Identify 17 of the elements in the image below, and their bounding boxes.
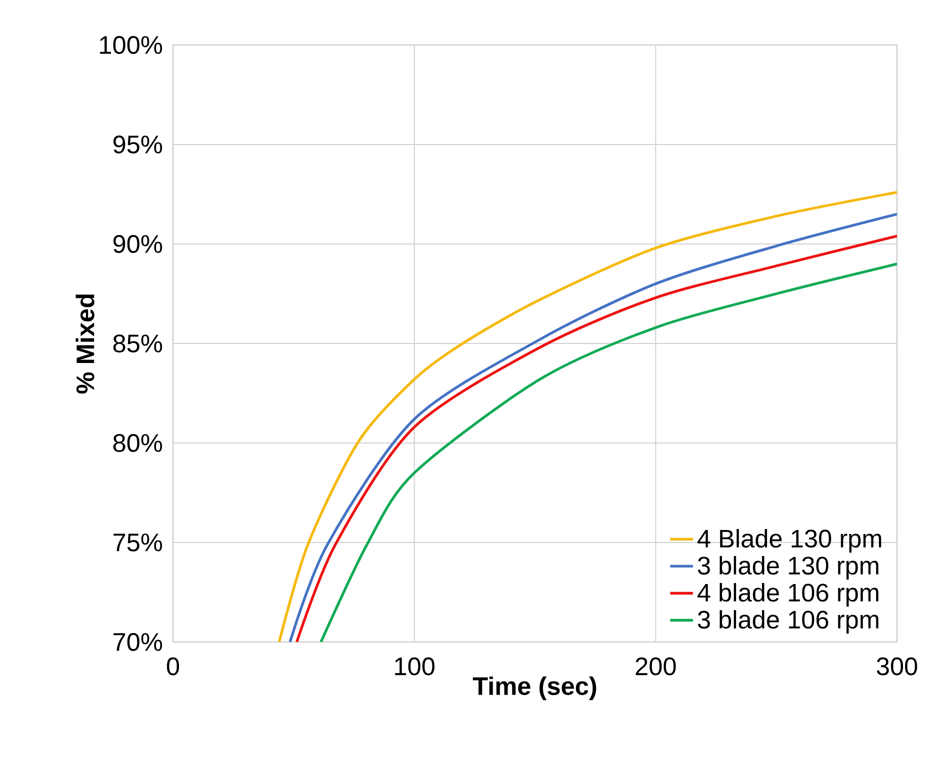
legend-label: 4 Blade 130 rpm bbox=[698, 529, 882, 553]
y-tick-label: 80% bbox=[113, 434, 162, 452]
x-tick-label: 0 bbox=[166, 657, 180, 676]
y-tick-label: 75% bbox=[114, 534, 162, 552]
legend-label: 3 blade 130 rpm bbox=[698, 556, 878, 580]
y-tick-label: 95% bbox=[113, 136, 162, 154]
x-tick-label: 200 bbox=[636, 657, 676, 676]
x-axis-title: Time (sec) bbox=[472, 676, 596, 700]
y-tick-label: 90% bbox=[113, 235, 162, 253]
y-tick-label: 100% bbox=[100, 36, 162, 54]
x-tick-label: 300 bbox=[876, 657, 918, 676]
y-tick-label: 70% bbox=[114, 633, 162, 651]
x-tick-label: 100 bbox=[395, 657, 434, 676]
legend-label: 4 blade 106 rpm bbox=[698, 583, 878, 607]
y-tick-label: 85% bbox=[113, 334, 162, 352]
legend-label: 3 blade 106 rpm bbox=[698, 610, 878, 634]
y-axis-title: % Mixed bbox=[76, 294, 94, 394]
